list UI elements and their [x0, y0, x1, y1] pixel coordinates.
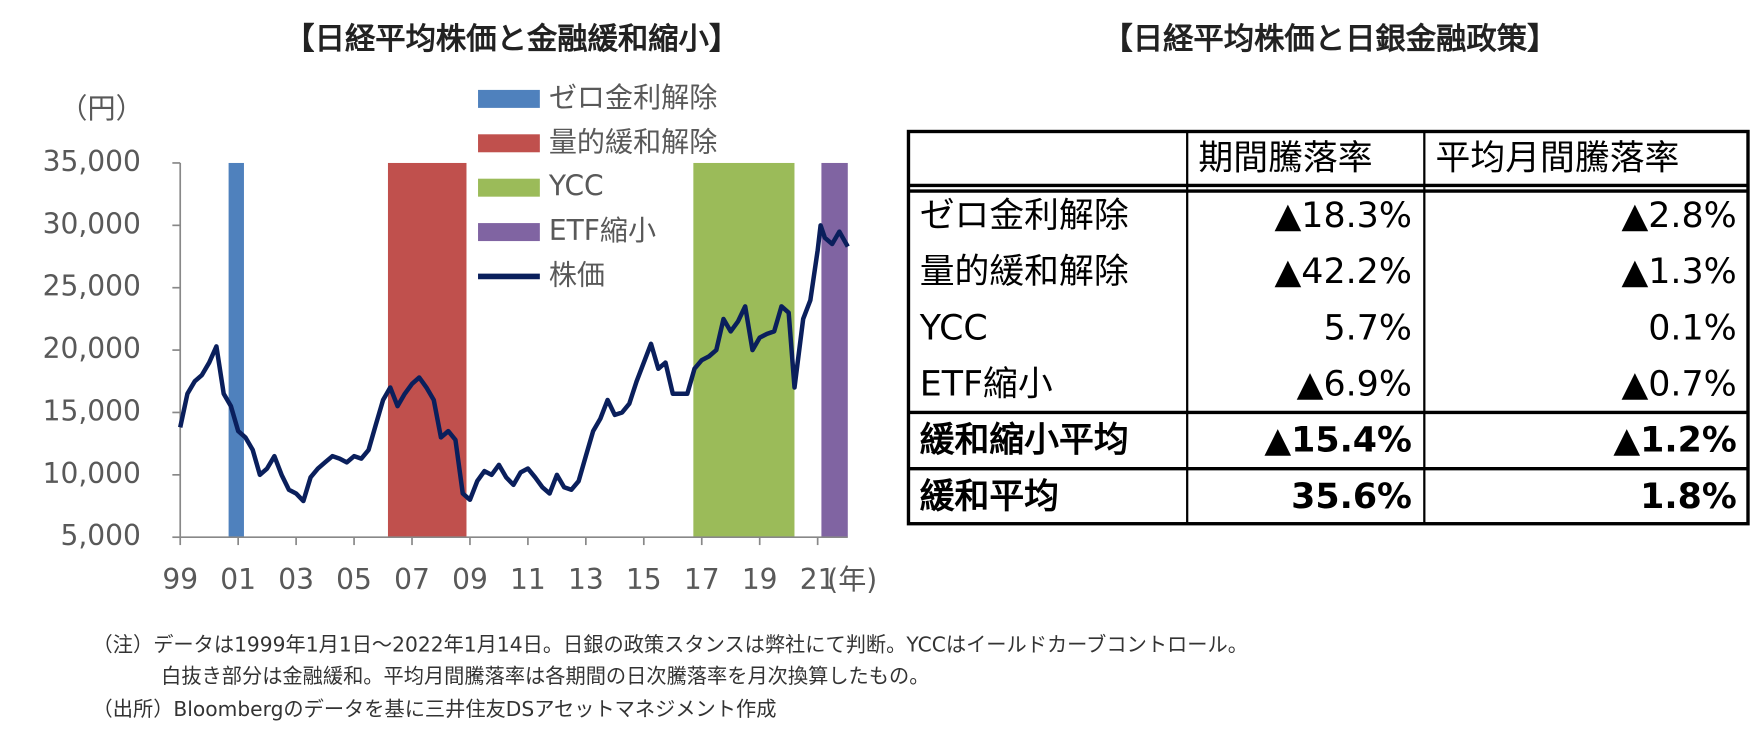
cell: ▲6.9%: [1297, 364, 1412, 404]
band: [693, 162, 795, 538]
cell: 1.8%: [1640, 477, 1737, 517]
legend-swatch: [478, 89, 540, 108]
note: （出所）Bloombergのデータを基に三井住友DSアセットマネジメント作成: [93, 697, 777, 721]
legend-label: ゼロ金利解除: [549, 81, 717, 114]
band: [387, 162, 467, 538]
x-tick-label: 11: [510, 563, 546, 596]
y-tick-label: 15,000: [43, 394, 141, 427]
legend-label: ETF縮小: [549, 214, 656, 247]
row-label: 量的緩和解除: [920, 252, 1129, 292]
band: [228, 162, 244, 538]
x-tick-label: 19: [742, 563, 778, 596]
x-tick-label: 03: [278, 563, 314, 596]
legend-swatch: [478, 223, 540, 242]
y-tick-label: 5,000: [60, 519, 140, 552]
table-border: [906, 129, 1750, 526]
x-tick-label: 99: [162, 563, 198, 596]
price-line: [178, 223, 850, 504]
x-axis-label: (年): [827, 563, 877, 596]
table-title: 【日経平均株価と日銀金融政策】: [1102, 21, 1557, 57]
x-tick-label: 09: [452, 563, 488, 596]
legend-label: 株価: [549, 258, 605, 291]
cell: 5.7%: [1323, 308, 1411, 348]
y-tick-label: 20,000: [43, 332, 141, 365]
x-tick-label: 01: [220, 563, 256, 596]
row-label: YCC: [919, 308, 988, 348]
column-header: 平均月間騰落率: [1436, 139, 1680, 179]
y-axis-label: （円）: [59, 92, 143, 125]
legend-label: 量的緩和解除: [549, 125, 717, 158]
chart-title: 【日経平均株価と金融緩和縮小】: [284, 21, 739, 57]
cell: ▲15.4%: [1264, 421, 1412, 461]
y-tick-label: 30,000: [43, 207, 141, 240]
cell: 0.1%: [1648, 308, 1736, 348]
x-tick-label: 07: [394, 563, 430, 596]
y-tick-label: 35,000: [43, 145, 141, 178]
row-label: 緩和平均: [920, 477, 1059, 517]
legend-swatch: [478, 134, 540, 153]
cell: ▲18.3%: [1275, 196, 1412, 236]
cell: ▲42.2%: [1275, 252, 1412, 292]
band: [821, 162, 848, 538]
cell: ▲1.2%: [1613, 421, 1736, 461]
x-tick-label: 21: [800, 563, 836, 596]
y-tick-label: 10,000: [43, 457, 141, 490]
cell: ▲0.7%: [1621, 364, 1736, 404]
legend-label: YCC: [548, 170, 604, 203]
row-label: 緩和縮小平均: [920, 421, 1129, 461]
row-label: ETF縮小: [920, 364, 1053, 404]
legend-swatch: [478, 178, 540, 197]
note: （注）データは1999年1月1日～2022年1月14日。日銀の政策スタンスは弊社…: [93, 633, 1248, 657]
y-tick-label: 25,000: [43, 270, 141, 303]
row-label: ゼロ金利解除: [920, 196, 1129, 236]
column-header: 期間騰落率: [1198, 139, 1372, 179]
cell: 35.6%: [1291, 477, 1412, 517]
cell: ▲2.8%: [1621, 196, 1736, 236]
x-tick-label: 13: [568, 563, 604, 596]
note: 白抜き部分は金融緩和。平均月間騰落率は各期間の日次騰落率を月次換算したもの。: [161, 664, 929, 688]
cell: ▲1.3%: [1621, 252, 1736, 292]
x-tick-label: 17: [684, 563, 720, 596]
x-tick-label: 05: [336, 563, 372, 596]
x-tick-label: 15: [626, 563, 662, 596]
